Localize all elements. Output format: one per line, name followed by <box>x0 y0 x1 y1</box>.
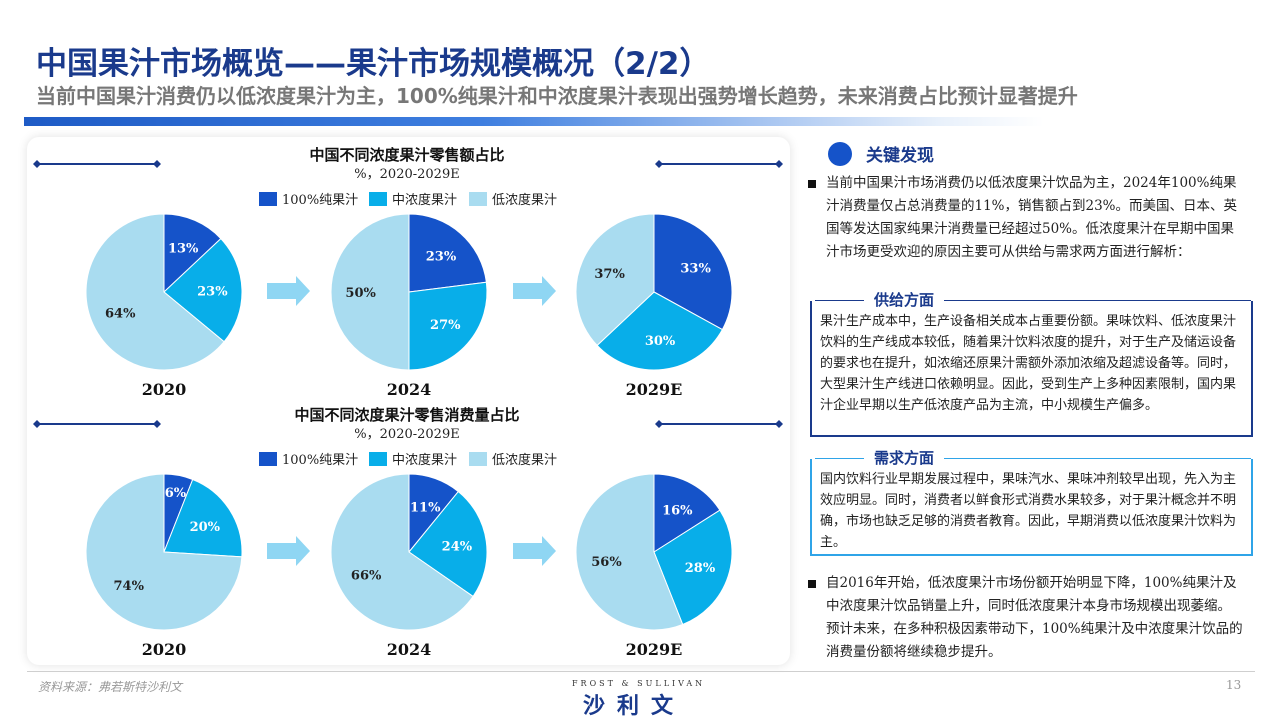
charts-panel: 中国不同浓度果汁零售额占比 %，2020-2029E 100%纯果汁 中浓度果汁 低浓度… <box>27 137 790 665</box>
slice-value-label: 13% <box>168 242 199 257</box>
demand-text: 国内饮料行业早期发展过程中，果味汽水、果味冲剂较早出现，先入为主效应明显。同时，… <box>820 472 1237 550</box>
chart-subtitle: %，2020-2029E <box>354 427 459 442</box>
legend-swatch <box>259 452 277 466</box>
chart-title: 中国不同浓度果汁零售额占比 <box>309 146 504 164</box>
legend-label: 中浓度果汁 <box>392 452 457 468</box>
pie-slice <box>408 213 487 293</box>
supply-text: 果汁生产成本中，生产设备相关成本占重要份额。果味饮料、低浓度果汁饮料的生产线成本… <box>820 314 1237 413</box>
pie-slice <box>330 473 474 631</box>
title-underline-bar <box>24 117 1044 126</box>
legend-swatch <box>259 192 277 206</box>
line-end-diamond-icon <box>775 420 783 428</box>
line-end-diamond-icon <box>33 420 41 428</box>
pie-slice <box>85 473 243 631</box>
logo-wordmark: FROST & SULLIVAN <box>572 679 706 688</box>
slice-value-label: 24% <box>442 539 473 554</box>
chart-title: 中国不同浓度果汁零售消费量占比 <box>294 406 519 424</box>
square-bullet-icon <box>808 180 816 188</box>
slice-value-label: 23% <box>197 284 228 299</box>
right-arrow-icon <box>513 276 556 306</box>
slice-value-label: 56% <box>591 555 622 570</box>
legend-label: 低浓度果汁 <box>492 452 557 468</box>
right-arrow-icon <box>267 276 310 306</box>
pie-year-label: 2020 <box>142 640 187 659</box>
pie-slice <box>653 473 721 553</box>
findings-bullet-icon <box>828 141 852 166</box>
line-end-diamond-icon <box>655 420 663 428</box>
pie-slice <box>408 490 488 598</box>
pie-year-label: 2024 <box>387 640 432 659</box>
slice-value-label: 23% <box>426 250 457 265</box>
pie-slice <box>85 213 225 371</box>
line-end-diamond-icon <box>153 160 161 168</box>
right-arrow-icon <box>513 536 556 566</box>
supply-box: 果汁生产成本中，生产设备相关成本占重要份额。果味饮料、低浓度果汁饮料的生产线成本… <box>810 301 1253 437</box>
supply-title: 供给方面 <box>864 289 945 310</box>
slice-value-label: 50% <box>345 286 376 301</box>
legend-swatch <box>369 192 387 206</box>
page-title: 中国果汁市场概览——果汁市场规模概况（2/2） <box>36 46 711 82</box>
legend-label: 100%纯果汁 <box>282 193 358 208</box>
key-findings-header: 关键发现 <box>828 141 934 166</box>
pie-slice <box>330 213 410 371</box>
pie-year-label: 2020 <box>142 380 187 399</box>
legend-label: 100%纯果汁 <box>282 453 358 468</box>
finding-bullet-1: 当前中国果汁市场消费仍以低浓度果汁饮品为主，2024年100%纯果汁消费量仅占总… <box>808 172 1244 264</box>
pie-year-label: 2029E <box>626 640 683 659</box>
footer-divider <box>27 671 1255 672</box>
slice-value-label: 27% <box>430 318 461 333</box>
pie-slice <box>653 213 733 331</box>
legend-label: 低浓度果汁 <box>492 192 557 208</box>
pie-slice <box>408 281 488 371</box>
line-end-diamond-icon <box>33 160 41 168</box>
line-end-diamond-icon <box>775 160 783 168</box>
pie-slice <box>596 291 724 371</box>
slice-value-label: 37% <box>594 267 625 282</box>
page-number: 13 <box>1226 678 1242 692</box>
pie-slice <box>575 473 684 631</box>
finding-bullet-2: 自2016年开始，低浓度果汁市场份额开始明显下降，100%纯果汁及中浓度果汁饮品… <box>808 572 1244 664</box>
pie-slice <box>653 509 733 626</box>
demand-title: 需求方面 <box>864 447 945 468</box>
slice-value-label: 20% <box>190 520 221 535</box>
pie-year-label: 2029E <box>626 380 683 399</box>
pie-slice <box>163 213 222 294</box>
chart-subtitle: %，2020-2029E <box>354 167 459 182</box>
pie-slice <box>163 478 243 558</box>
pie-year-label: 2024 <box>387 380 432 399</box>
right-arrow-icon <box>267 536 310 566</box>
source-note: 资料来源：弗若斯特沙利文 <box>38 680 183 694</box>
key-findings-title: 关键发现 <box>866 146 934 166</box>
page-subtitle: 当前中国果汁消费仍以低浓度果汁为主，100%纯果汁和中浓度果汁表现出强势增长趋势… <box>36 84 1078 108</box>
slice-value-label: 11% <box>410 500 441 515</box>
legend-swatch <box>469 192 487 206</box>
pie-slice <box>163 237 243 343</box>
square-bullet-icon <box>808 580 816 588</box>
slice-value-label: 30% <box>645 334 676 349</box>
slice-value-label: 16% <box>662 504 693 519</box>
line-end-diamond-icon <box>655 160 663 168</box>
slice-value-label: 64% <box>105 307 136 322</box>
pie-slice <box>575 213 655 347</box>
logo-chinese: 沙利文 <box>583 694 686 719</box>
slice-value-label: 66% <box>351 568 382 583</box>
demand-box: 国内饮料行业早期发展过程中，果味汽水、果味冲剂较早出现，先入为主效应明显。同时，… <box>810 459 1253 556</box>
legend-label: 中浓度果汁 <box>392 192 457 208</box>
line-end-diamond-icon <box>153 420 161 428</box>
slice-value-label: 6% <box>165 486 187 501</box>
slice-value-label: 74% <box>114 579 145 594</box>
slice-value-label: 28% <box>685 561 716 576</box>
legend-swatch <box>469 452 487 466</box>
slice-value-label: 33% <box>680 261 711 276</box>
legend-swatch <box>369 452 387 466</box>
